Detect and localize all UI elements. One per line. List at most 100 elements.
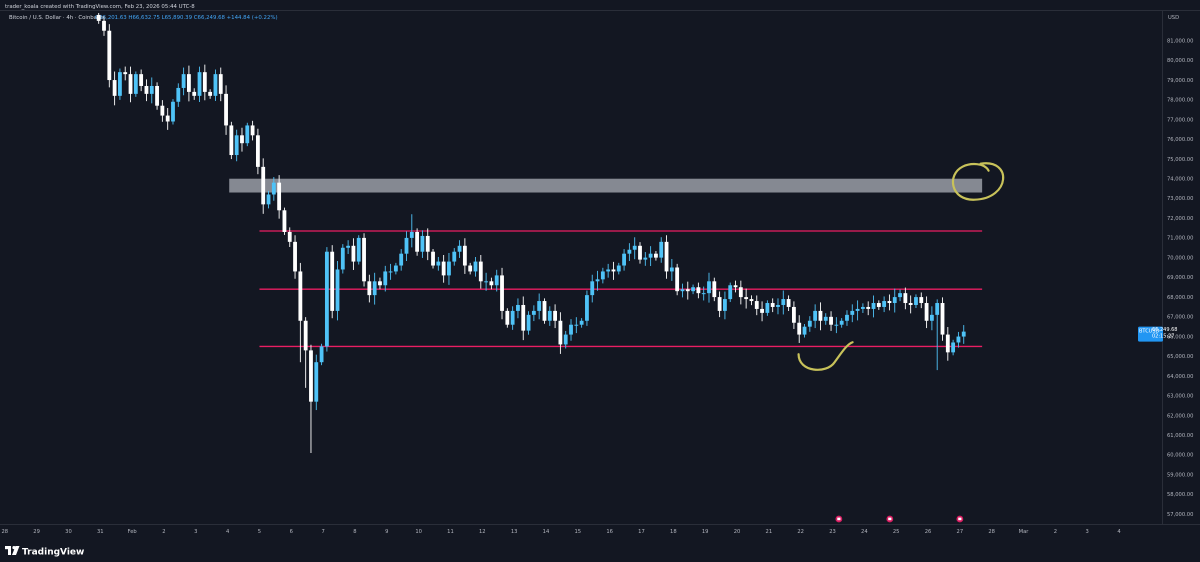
bearish-candle [664,235,669,279]
candle-body [638,245,642,260]
time-tick-label: 2 [162,529,165,535]
candle-body [664,241,669,272]
candle-body [855,308,860,311]
bullish-candle [961,325,966,344]
price-tick-label: 78,000.00 [1167,98,1193,104]
bearish-candle [277,175,282,219]
bullish-candle [452,248,457,266]
bearish-candle [754,295,759,316]
candle-body [961,331,966,337]
candle-body [919,297,924,304]
bullish-candle [627,243,632,261]
bearish-candle [489,277,494,290]
bearish-candle [112,71,117,106]
bullish-candle [776,298,780,315]
bearish-candle [431,249,435,269]
time-tick-label: 5 [258,529,261,535]
tradingview-brand-text: TradingView [22,548,84,558]
candle-body [202,72,207,92]
candle-body [696,287,701,294]
bearish-candle [287,227,292,247]
bearish-candle [786,295,791,312]
bullish-candle [850,304,855,323]
candle-body [208,91,213,96]
bearish-candle [919,292,924,309]
bearish-candle [202,64,207,101]
candle-body [160,105,165,116]
event-marker-3[interactable] [956,515,964,523]
candle-body [107,30,112,81]
bullish-candle [245,122,250,147]
bullish-candle [659,237,664,263]
candle-body [171,101,175,122]
bearish-candle [229,121,234,160]
candle-body [765,303,770,313]
candle-body [701,293,706,295]
candle-body [133,74,138,94]
event-marker-2[interactable] [886,515,894,523]
bullish-candle [882,296,887,313]
candle-body [738,287,743,298]
price-tick-label: 74,000.00 [1167,177,1193,183]
candle-body [128,74,133,94]
candle-body [415,231,420,252]
tradingview-branding[interactable]: TradingView [5,546,84,558]
candle-body [707,281,711,294]
bearish-candle [425,228,430,261]
candle-body [96,14,101,21]
bullish-candle [404,231,409,261]
price-tick-label: 80,000.00 [1167,58,1193,64]
candle-body [324,251,329,347]
event-markers-layer[interactable] [835,515,964,523]
bullish-candle [457,240,462,258]
time-tick-label: 25 [893,529,900,535]
bearish-candle [441,255,446,283]
bullish-candle [314,354,319,411]
candle-body [622,253,626,266]
bullish-candle [691,284,695,295]
bullish-candle [356,235,361,265]
candle-body [749,299,754,302]
price-tick-label: 66,000.00 [1167,334,1193,340]
bullish-candle [149,77,154,104]
time-tick-label: 31 [97,529,104,535]
bullish-candle [813,304,818,329]
bearish-candle [876,300,881,310]
bullish-candle [723,291,727,320]
bearish-candle [749,295,754,306]
candle-body [558,320,563,345]
candle-body [531,310,536,315]
chart-credit-text: trader_koala created with TradingView.co… [5,4,195,10]
time-tick-label: Mar [1019,529,1030,535]
bullish-candle [436,256,441,271]
event-marker-1[interactable] [835,515,843,523]
bullish-candle [860,303,865,313]
candle-body [776,304,780,307]
candle-body [802,326,807,335]
candle-body [186,74,191,92]
candle-body [319,346,324,363]
candle-body [542,301,547,321]
time-tick-label: 19 [702,529,709,535]
candle-body [378,281,382,286]
bearish-candle [303,317,308,388]
candle-body [717,297,722,311]
bearish-candle [250,120,255,141]
time-tick-label: 2 [1054,529,1057,535]
bullish-candle [914,294,918,308]
bullish-candle [892,288,897,313]
last-price-value: 66,249.68 [1152,327,1177,333]
candle-body [303,320,308,351]
time-axis[interactable]: 28 29 30 31 Feb 2 3 4 5 6 7 8 9 10 11 12 13 14 15 16 17 18 19 2… [1,529,1121,535]
candle-body [468,265,473,272]
price-axis[interactable]: 57,000.00 58,000.00 59,000.00 60,000.00 61,0… [1167,38,1193,518]
candle-body [383,271,388,286]
candle-body [733,285,738,288]
bearish-candle [553,304,558,329]
bullish-candle [271,177,276,201]
candle-body [914,297,918,305]
symbol-title[interactable]: Bitcoin / U.S. Dollar · 4h · Coinbase [9,15,104,21]
candle-body [505,310,510,325]
candle-body [250,125,255,136]
